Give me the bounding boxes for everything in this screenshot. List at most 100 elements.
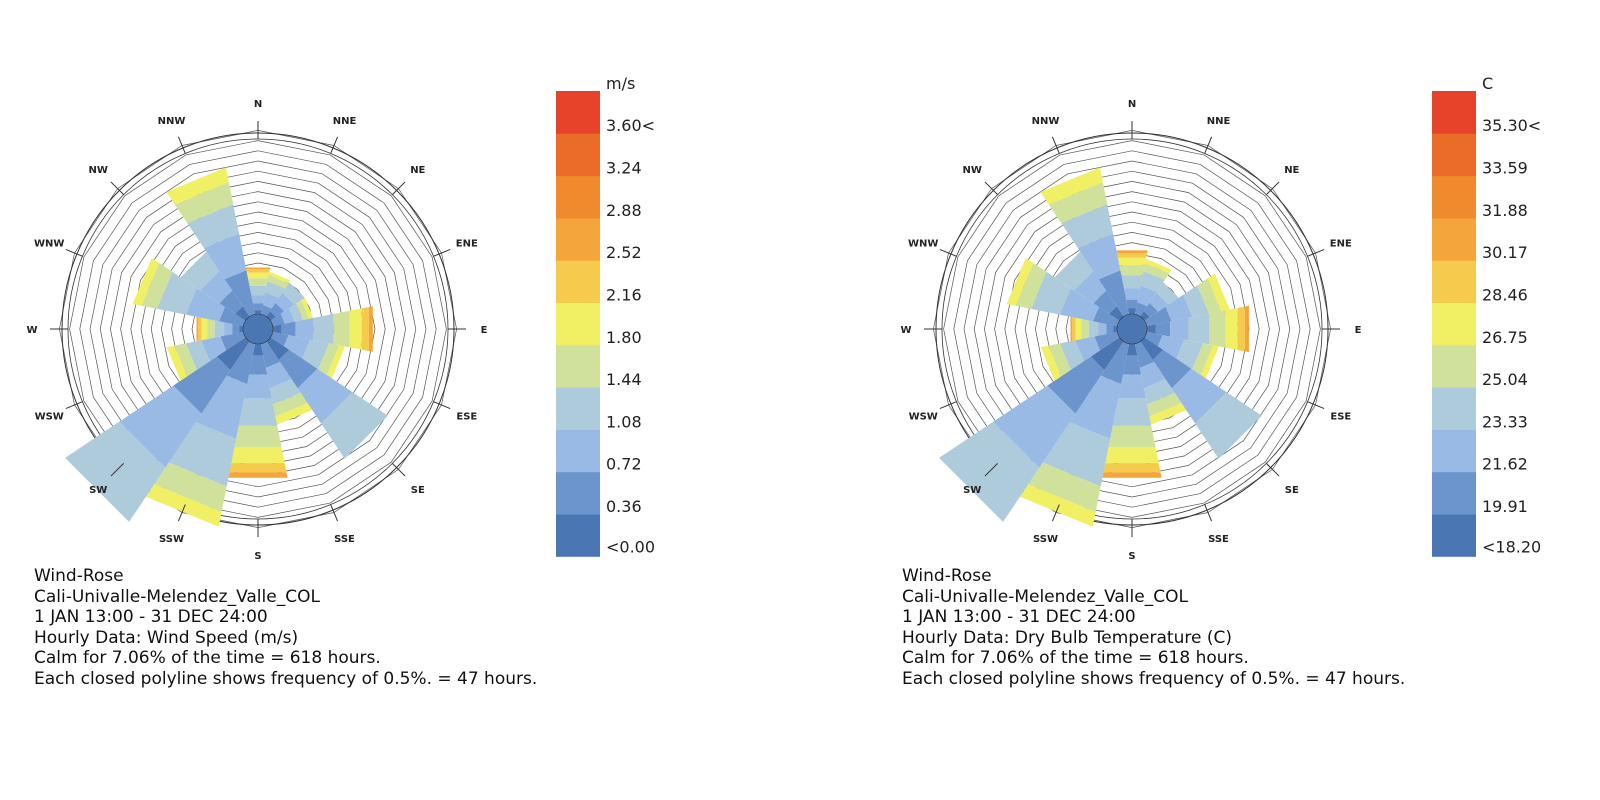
- caption-line-polyline: Each closed polyline shows frequency of …: [34, 668, 538, 689]
- wind-rose-chart-wind-speed: N NNE NE ENE E ESE SE SSE S SSW SW WSW W WNW NW NNW m/s <…: [26, 74, 655, 562]
- legend-label-7: 2.52: [606, 243, 642, 262]
- direction-label-w: W: [900, 325, 911, 336]
- petal-s-bin-4: [234, 425, 282, 447]
- petal-ssw-bin-3: [1042, 422, 1111, 487]
- legend-label-9: 33.59: [1482, 159, 1528, 178]
- petal-wsw-bin-1: [1094, 331, 1120, 351]
- direction-tick: [433, 248, 451, 257]
- direction-label-sse: SSE: [334, 534, 355, 545]
- direction-label-sw: SW: [963, 485, 981, 496]
- direction-label-ese: ESE: [456, 412, 477, 423]
- legend-swatch-10: [556, 91, 600, 134]
- petal-n-bin-5: [246, 272, 270, 279]
- petal-w-bin-5: [201, 317, 208, 341]
- direction-label-se: SE: [411, 485, 425, 496]
- legend-swatch-2: [556, 429, 600, 473]
- petal-ne-bin-2: [1149, 292, 1169, 312]
- petal-s-bin-6: [1103, 463, 1161, 473]
- petal-wnw-bin-3: [1031, 271, 1071, 315]
- direction-label-e: E: [1355, 325, 1362, 336]
- legend-swatch-7: [1432, 217, 1476, 261]
- petal-e-bin-4: [1209, 310, 1226, 348]
- frequency-polyline: [963, 160, 1301, 498]
- legend-swatch-9: [556, 133, 600, 177]
- petal-ne-bin-3: [282, 282, 305, 305]
- direction-tick: [939, 401, 957, 410]
- legend-swatch-8: [1432, 175, 1476, 219]
- legend-label-0: <0.00: [606, 537, 655, 556]
- legend-swatch-5: [556, 302, 600, 346]
- petal-w-bin-6: [198, 317, 202, 341]
- petal-nnw-bin-3: [187, 204, 239, 248]
- petal-sw-bin-1: [1047, 356, 1105, 414]
- petal-w-bin-1: [1106, 323, 1114, 335]
- petal-sw-bin-1: [173, 356, 231, 414]
- wind-rose-chart-dry-bulb-temperature: N NNE NE ENE E ESE SE SSE S SSW SW WSW W WNW NW NNW C <18…: [900, 74, 1541, 562]
- petal-nw-bin-1: [219, 290, 243, 314]
- legend-swatch-3: [1432, 387, 1476, 430]
- direction-tick: [1265, 181, 1280, 196]
- petal-w-bin-6: [1072, 317, 1076, 341]
- petal-ssw-bin-2: [1069, 375, 1122, 439]
- petal-nnw-bin-3: [1061, 204, 1113, 248]
- petal-nnw-bin-4: [1048, 182, 1108, 224]
- direction-label-wsw: WSW: [909, 412, 938, 423]
- direction-tick: [1051, 504, 1060, 522]
- petal-s-bin-3: [238, 398, 278, 426]
- petal-ssw-bin-2: [195, 375, 248, 439]
- petal-e-bin-2: [295, 317, 314, 341]
- legend-swatch-6: [1432, 260, 1476, 303]
- direction-label-wsw: WSW: [35, 412, 64, 423]
- petal-n-bin-5: [1117, 257, 1147, 266]
- petal-ese-bin-5: [326, 345, 346, 379]
- petal-nw-bin-3: [1054, 251, 1094, 291]
- caption-line-title: Wind-Rose: [34, 566, 124, 586]
- petal-nne-bin-4: [1143, 263, 1170, 280]
- legend-label-3: 23.33: [1482, 412, 1528, 431]
- petal-nw-bin-2: [1074, 271, 1107, 304]
- caption-line-period: 1 JAN 13:00 - 31 DEC 24:00: [902, 607, 1136, 627]
- petal-wsw-bin-3: [1059, 340, 1084, 370]
- petal-nw-bin-1: [1093, 290, 1117, 314]
- petal-ene-bin-1: [1144, 306, 1172, 327]
- petal-ssw-bin-4: [154, 462, 227, 513]
- petal-se-bin-2: [297, 368, 353, 424]
- petal-ne-bin-1: [1144, 302, 1159, 317]
- petal-e-bin-1: [1155, 321, 1171, 337]
- petal-n-bin-0: [1127, 308, 1137, 315]
- petal-ene-bin-2: [1165, 294, 1193, 322]
- legend-label-4: 1.44: [606, 370, 642, 389]
- petal-ene-bin-4: [296, 300, 310, 320]
- petal-ssw-bin-1: [1100, 341, 1130, 384]
- legend-label-2: 21.62: [1482, 455, 1528, 474]
- petal-n-bin-2: [251, 295, 265, 304]
- petal-ssw-bin-5: [146, 484, 222, 527]
- petal-e-bin-7: [1244, 305, 1249, 353]
- petal-n-bin-7: [245, 267, 271, 270]
- direction-tick: [177, 504, 186, 522]
- frequency-polyline: [973, 170, 1291, 488]
- petal-e-bin-0: [1146, 324, 1156, 334]
- petal-s-bin-0: [1126, 343, 1138, 356]
- petal-nne-bin-3: [1140, 271, 1165, 293]
- caption-line-location: Cali-Univalle-Melendez_Valle_COL: [902, 586, 1188, 607]
- petal-sse-bin-4: [1147, 392, 1182, 417]
- petal-w-bin-0: [239, 325, 244, 333]
- petal-se-bin-1: [278, 349, 318, 389]
- petal-sse-bin-5: [1149, 403, 1187, 425]
- caption-line-calm: Calm for 7.06% of the time = 618 hours.: [34, 648, 381, 668]
- direction-label-w: W: [26, 325, 37, 336]
- petal-nw-bin-0: [235, 306, 250, 321]
- direction-tick: [330, 136, 339, 154]
- petal-sse-bin-3: [1143, 379, 1175, 405]
- petal-nnw-bin-1: [224, 270, 256, 317]
- direction-label-nne: NNE: [333, 116, 357, 127]
- direction-tick: [65, 248, 83, 257]
- petal-wsw-bin-1: [220, 331, 246, 351]
- petal-e-bin-0: [272, 324, 282, 334]
- legend-swatch-3: [556, 387, 600, 430]
- petal-nnw-bin-2: [203, 233, 247, 280]
- petal-e-bin-6: [1237, 306, 1245, 352]
- petal-ene-bin-1: [270, 313, 285, 327]
- legend-swatch-10: [1432, 91, 1476, 134]
